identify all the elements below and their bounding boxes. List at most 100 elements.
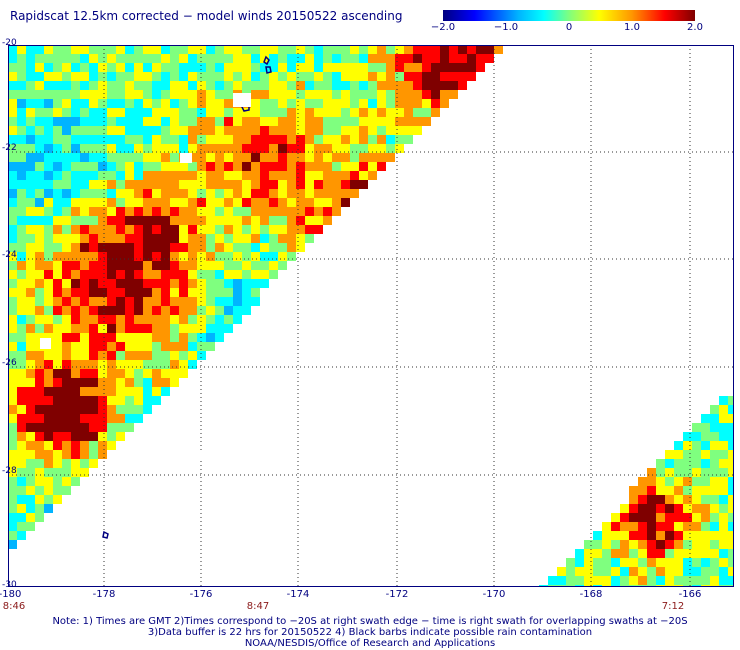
swath-cell bbox=[710, 441, 719, 450]
swath-cell bbox=[44, 468, 53, 477]
swath-cell bbox=[323, 189, 332, 198]
swath-cell bbox=[341, 117, 350, 126]
swath-cell bbox=[269, 198, 278, 207]
swath-cell bbox=[332, 207, 341, 216]
swath-cell bbox=[323, 108, 332, 117]
swath-cell bbox=[134, 315, 143, 324]
swath-cell bbox=[701, 423, 710, 432]
swath-cell bbox=[422, 108, 431, 117]
swath-cell bbox=[287, 99, 296, 108]
swath-cell bbox=[62, 315, 71, 324]
swath-cell bbox=[602, 540, 611, 549]
swath-cell bbox=[143, 243, 152, 252]
swath-cell bbox=[215, 171, 224, 180]
swath-cell bbox=[71, 45, 80, 54]
swath-cell bbox=[134, 243, 143, 252]
swath-cell bbox=[17, 162, 26, 171]
swath-cell bbox=[458, 63, 467, 72]
swath-cell bbox=[44, 117, 53, 126]
swath-cell bbox=[107, 90, 116, 99]
swath-cell bbox=[242, 306, 251, 315]
swath-cell bbox=[206, 315, 215, 324]
swath-cell bbox=[170, 342, 179, 351]
swath-cell bbox=[179, 333, 188, 342]
swath-cell bbox=[260, 153, 269, 162]
swath-cell bbox=[242, 108, 251, 117]
swath-cell bbox=[251, 207, 260, 216]
swath-cell bbox=[71, 144, 80, 153]
swath-cell bbox=[323, 99, 332, 108]
swath-cell bbox=[134, 45, 143, 54]
swath-cell bbox=[26, 198, 35, 207]
swath-cell bbox=[161, 234, 170, 243]
swath-cell bbox=[107, 126, 116, 135]
swath-cell bbox=[359, 108, 368, 117]
swath-cell bbox=[656, 477, 665, 486]
swath-cell bbox=[8, 216, 17, 225]
swath-cell bbox=[179, 351, 188, 360]
swath-cell bbox=[224, 189, 233, 198]
swath-cell bbox=[134, 297, 143, 306]
swath-cell bbox=[8, 243, 17, 252]
swath-cell bbox=[17, 360, 26, 369]
swath-cell bbox=[215, 288, 224, 297]
swath-cell bbox=[341, 63, 350, 72]
swath-cell bbox=[350, 63, 359, 72]
swath-cell bbox=[35, 387, 44, 396]
swath-cell bbox=[350, 45, 359, 54]
swath-cell bbox=[494, 45, 503, 54]
swath-cell bbox=[188, 360, 197, 369]
swath-cell bbox=[62, 450, 71, 459]
swath-cell bbox=[26, 387, 35, 396]
swath-cell bbox=[125, 81, 134, 90]
swath-cell bbox=[260, 144, 269, 153]
swath-cell bbox=[89, 81, 98, 90]
swath-cell bbox=[143, 45, 152, 54]
swath-cell bbox=[17, 459, 26, 468]
swath-cell bbox=[98, 423, 107, 432]
swath-cell bbox=[314, 144, 323, 153]
swath-cell bbox=[152, 351, 161, 360]
swath-cell bbox=[368, 63, 377, 72]
swath-cell bbox=[377, 135, 386, 144]
swath-cell bbox=[296, 54, 305, 63]
swath-cell bbox=[44, 504, 53, 513]
swath-cell bbox=[170, 225, 179, 234]
swath-cell bbox=[314, 108, 323, 117]
swath-cell bbox=[179, 180, 188, 189]
swath-cell bbox=[296, 198, 305, 207]
swath-cell bbox=[251, 54, 260, 63]
swath-cell bbox=[242, 117, 251, 126]
swath-cell bbox=[44, 396, 53, 405]
swath-cell bbox=[287, 153, 296, 162]
swath-cell bbox=[143, 288, 152, 297]
swath-cell bbox=[116, 360, 125, 369]
swath-cell bbox=[368, 45, 377, 54]
swath-cell bbox=[44, 180, 53, 189]
swath-cell bbox=[188, 171, 197, 180]
swath-cell bbox=[683, 441, 692, 450]
swath-cell bbox=[224, 252, 233, 261]
swath-cell bbox=[278, 90, 287, 99]
swath-cell bbox=[71, 342, 80, 351]
swath-cell bbox=[323, 144, 332, 153]
swath-cell bbox=[584, 540, 593, 549]
swath-cell bbox=[728, 540, 734, 549]
swath-cell bbox=[107, 423, 116, 432]
swath-cell bbox=[53, 270, 62, 279]
swath-cell bbox=[674, 468, 683, 477]
swath-cell bbox=[377, 117, 386, 126]
swath-cell bbox=[215, 216, 224, 225]
swath-cell bbox=[44, 225, 53, 234]
swath-cell bbox=[350, 162, 359, 171]
swath-cell bbox=[26, 252, 35, 261]
swath-cell bbox=[287, 81, 296, 90]
swath-cell bbox=[26, 108, 35, 117]
swath-cell bbox=[8, 432, 17, 441]
swath-cell bbox=[422, 45, 431, 54]
swath-cell bbox=[170, 252, 179, 261]
swath-cell bbox=[44, 477, 53, 486]
swath-cell bbox=[143, 252, 152, 261]
swath-cell bbox=[692, 531, 701, 540]
swath-cell bbox=[107, 297, 116, 306]
